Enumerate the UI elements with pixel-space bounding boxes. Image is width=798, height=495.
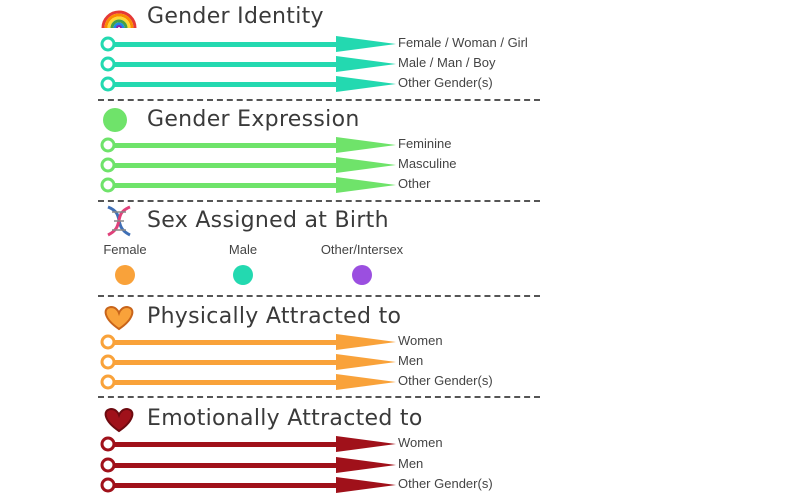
physically-attracted-label-2: Men <box>398 353 424 368</box>
green-circle-icon <box>100 107 138 137</box>
emotionally-attracted-slider-3[interactable] <box>100 475 400 495</box>
divider <box>98 99 540 101</box>
emotionally-attracted-label-3: Other Gender(s) <box>398 476 493 491</box>
gender-expression-label-2: Masculine <box>398 156 457 171</box>
gender-identity-slider-2[interactable] <box>100 54 400 74</box>
gender-identity-slider-3[interactable] <box>100 74 400 94</box>
divider <box>98 396 540 398</box>
emotionally-attracted-label-1: Women <box>398 435 443 450</box>
gender-expression-title: Gender Expression <box>147 107 360 132</box>
gender-expression-slider-3[interactable] <box>100 175 400 195</box>
physically-attracted-slider-3[interactable] <box>100 372 400 392</box>
gender-expression-slider-2[interactable] <box>100 155 400 175</box>
gender-identity-row-2[interactable]: Male / Man / Boy <box>100 54 520 74</box>
physically-attracted-row-2[interactable]: Men <box>100 352 520 372</box>
gender-identity-row-1[interactable]: Female / Woman / Girl <box>100 34 528 54</box>
gender-identity-label-1: Female / Woman / Girl <box>398 35 528 50</box>
sex-option-male[interactable]: Male <box>218 242 268 285</box>
sex-option-female-label: Female <box>103 242 147 257</box>
emotionally-attracted-label-2: Men <box>398 456 424 471</box>
sex-option-other-intersex-dot[interactable] <box>352 265 372 285</box>
dna-icon <box>100 204 138 237</box>
divider <box>98 295 540 297</box>
emotionally-attracted-row-2[interactable]: Men <box>100 455 520 475</box>
sex-option-female-dot[interactable] <box>115 265 135 285</box>
gender-identity-label-3: Other Gender(s) <box>398 75 493 90</box>
physically-attracted-slider-1[interactable] <box>100 332 400 352</box>
orange-heart-icon <box>100 304 138 334</box>
red-heart-icon <box>100 406 138 436</box>
physically-attracted-title: Physically Attracted to <box>147 304 402 329</box>
rainbow-icon <box>100 6 138 36</box>
gender-expression-row-2[interactable]: Masculine <box>100 155 520 175</box>
gender-expression-label-3: Other <box>398 176 431 191</box>
gender-expression-slider-1[interactable] <box>100 135 400 155</box>
physically-attracted-label-1: Women <box>398 333 443 348</box>
gender-identity-title: Gender Identity <box>147 4 324 29</box>
gender-identity-slider-1[interactable] <box>100 34 400 54</box>
emotionally-attracted-slider-1[interactable] <box>100 434 400 454</box>
gender-expression-row-3[interactable]: Other <box>100 175 520 195</box>
gender-expression-label-1: Feminine <box>398 136 452 151</box>
sex-option-male-label: Male <box>228 242 258 257</box>
sex-option-other-intersex[interactable]: Other/Intersex <box>310 242 414 285</box>
sex-option-other-intersex-label: Other/Intersex <box>320 242 404 257</box>
sex-option-male-dot[interactable] <box>233 265 253 285</box>
emotionally-attracted-row-1[interactable]: Women <box>100 434 520 454</box>
sex-option-female[interactable]: Female <box>100 242 150 285</box>
gender-identity-row-3[interactable]: Other Gender(s) <box>100 74 520 94</box>
physically-attracted-slider-2[interactable] <box>100 352 400 372</box>
physically-attracted-row-1[interactable]: Women <box>100 332 520 352</box>
sex-assigned-title: Sex Assigned at Birth <box>147 208 389 233</box>
emotionally-attracted-title: Emotionally Attracted to <box>147 406 423 431</box>
divider <box>98 200 540 202</box>
emotionally-attracted-row-3[interactable]: Other Gender(s) <box>100 475 520 495</box>
gender-expression-row-1[interactable]: Feminine <box>100 135 520 155</box>
physically-attracted-row-3[interactable]: Other Gender(s) <box>100 372 520 392</box>
physically-attracted-label-3: Other Gender(s) <box>398 373 493 388</box>
gender-identity-label-2: Male / Man / Boy <box>398 55 496 70</box>
emotionally-attracted-slider-2[interactable] <box>100 455 400 475</box>
